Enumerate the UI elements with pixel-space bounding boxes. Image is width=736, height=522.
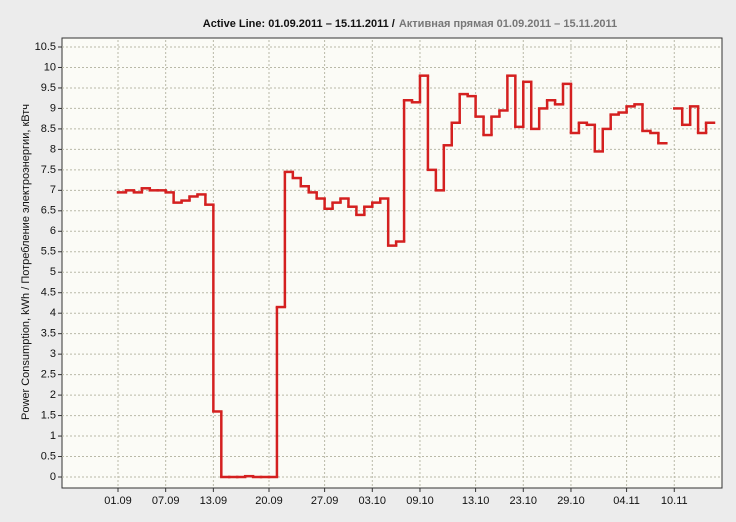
y-tick-label: 8.5 [41,123,56,135]
y-tick-label: 2 [50,389,56,401]
x-tick-label: 13.10 [462,495,490,507]
y-axis-label: Power Consumption, kWh / Потребление эле… [20,104,32,420]
x-tick-label: 04.11 [613,495,640,507]
y-tick-label: 5 [50,266,56,278]
y-tick-label: 2.5 [41,369,56,381]
y-tick-label: 0 [50,471,56,483]
y-tick-label: 3.5 [41,328,56,340]
plot-area [61,37,723,489]
y-tick-label: 0.5 [41,450,56,462]
y-tick-label: 1.5 [41,409,56,421]
y-tick-label: 5.5 [41,246,56,258]
x-tick-label: 23.10 [510,495,538,507]
y-tick-label: 10 [44,61,56,73]
x-tick-label: 07.09 [152,495,180,507]
y-tick-label: 8 [50,143,56,155]
chart-title: Active Line: 01.09.2011 – 15.11.2011 / Ак… [203,18,617,30]
y-tick-label: 9.5 [41,82,56,94]
y-tick-label: 4 [50,307,56,319]
x-tick-label: 03.10 [359,495,387,507]
y-tick-label: 4.5 [41,287,56,299]
y-tick-label: 1 [50,430,56,442]
x-tick-label: 10.11 [661,495,688,507]
y-tick-label: 6 [50,225,56,237]
x-tick-label: 13.09 [200,495,228,507]
y-tick-label: 7.5 [41,164,56,176]
y-tick-label: 7 [50,184,56,196]
x-tick-label: 29.10 [557,495,585,507]
y-tick-label: 3 [50,348,56,360]
title-en: Active Line: 01.09.2011 – 15.11.2011 / [203,18,395,30]
x-tick-label: 27.09 [311,495,339,507]
y-tick-label: 6.5 [41,205,56,217]
x-tick-label: 20.09 [255,495,283,507]
y-tick-label: 10.5 [35,41,56,53]
x-tick-label: 01.09 [104,495,132,507]
y-tick-label: 9 [50,102,56,114]
title-ru: Активная прямая 01.09.2011 – 15.11.2011 [399,18,617,30]
x-tick-label: 09.10 [406,495,434,507]
